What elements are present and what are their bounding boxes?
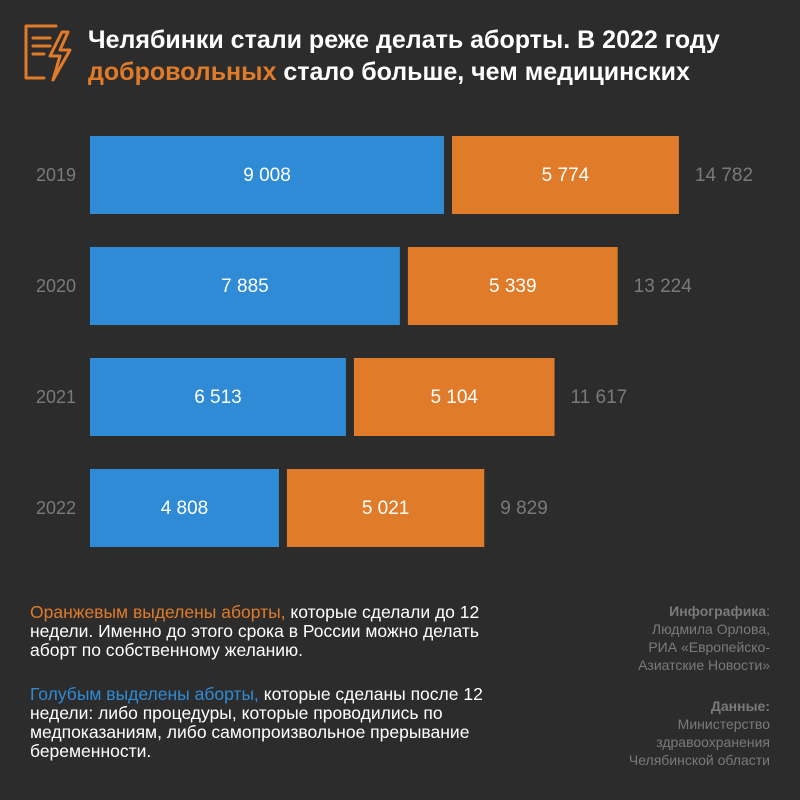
year-label: 2021 [36, 387, 76, 407]
total-label: 9 829 [500, 498, 548, 519]
blue-note: Голубым выделены аборты, которые сделаны… [30, 685, 520, 761]
infographic-label: Инфографика [669, 603, 767, 619]
infographic-line: Людмила Орлова, [651, 621, 770, 637]
title-part-2: стало больше, чем медицинских [283, 58, 690, 86]
year-label: 2022 [36, 498, 76, 518]
orange-bar [286, 469, 485, 547]
infographic-line: РИА «Европейско- [648, 639, 770, 655]
blue-bar [90, 247, 400, 325]
orange-note-text: которые сделали до 12 недели. Именно до … [30, 602, 480, 660]
total-label: 14 782 [695, 165, 753, 186]
blue-bar-label: 7 885 [221, 276, 269, 297]
blue-bar-label: 9 008 [243, 165, 291, 186]
orange-bar-label: 5 021 [362, 498, 410, 519]
page-title: Челябинки стали реже делать аборты. В 20… [88, 24, 778, 88]
title-part-1: Челябинки стали реже делать аборты. В 20… [88, 26, 720, 54]
blue-note-text: которые сделаны после 12 недели: либо пр… [30, 684, 483, 761]
infographic-colon: : [766, 603, 770, 619]
orange-bar-label: 5 774 [542, 165, 590, 186]
blue-bar-label: 6 513 [194, 387, 242, 408]
infographic-credit: Инфографика: Людмила Орлова, РИА «Европе… [530, 602, 770, 674]
blue-bar [90, 136, 444, 214]
blue-bar [90, 469, 279, 547]
source-label: Данные: [710, 698, 770, 714]
orange-bar [452, 136, 679, 214]
source-credit: Данные: Министерство здравоохранения Чел… [530, 697, 770, 769]
orange-bar [353, 358, 555, 436]
orange-bar [407, 247, 618, 325]
blue-bar-label: 4 808 [161, 498, 209, 519]
document-lightning-icon [24, 24, 72, 82]
total-label: 13 224 [634, 276, 693, 297]
year-label: 2019 [36, 165, 76, 185]
blue-bar [90, 358, 346, 436]
infographic-line: Азиатские Новости» [638, 657, 770, 673]
orange-note-lead: Оранжевым выделены аборты, [30, 602, 286, 622]
orange-bar-label: 5 104 [430, 387, 478, 408]
source-line: здравоохранения [656, 734, 770, 750]
orange-note: Оранжевым выделены аборты, которые сдела… [30, 603, 520, 660]
source-line: Челябинской области [628, 752, 770, 768]
year-label: 2020 [36, 276, 76, 296]
orange-bar-label: 5 339 [489, 276, 537, 297]
source-line: Министерство [677, 716, 770, 732]
title-accent: добровольных [88, 58, 277, 86]
stacked-bar-chart: 2019 9 008 5 774 14 782 2020 7 885 5 339 13 224… [36, 136, 753, 547]
total-label: 11 617 [571, 387, 628, 408]
blue-note-lead: Голубым выделены аборты, [30, 684, 259, 704]
